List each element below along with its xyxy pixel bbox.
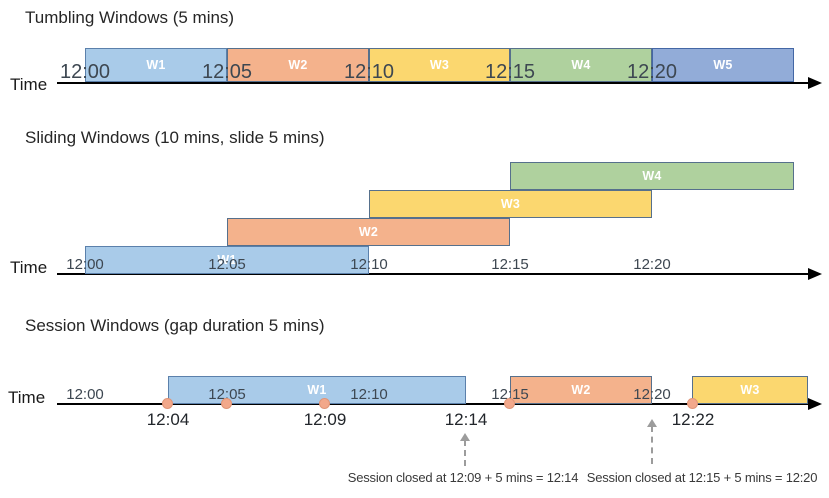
window-box-sliding-w4: W4 — [510, 162, 794, 190]
arrow-up-head — [460, 433, 470, 441]
window-label: W4 — [571, 58, 591, 72]
time-axis-label: Time — [10, 75, 48, 94]
time-axis — [57, 403, 808, 405]
event-dot — [319, 398, 330, 409]
window-label: W4 — [642, 169, 662, 183]
section-title: Tumbling Windows (5 mins) — [25, 8, 235, 27]
time-axis-label: Time — [10, 258, 48, 277]
window-box-sliding-w2: W2 — [227, 218, 510, 246]
window-label: W3 — [429, 58, 450, 72]
window-box-sliding-w1: W1 — [85, 246, 369, 274]
tick-label: 12:00 — [66, 256, 104, 273]
annotation-text: Session closed at 12:15 + 5 mins = 12:20 — [586, 470, 818, 485]
window-label: W1 — [217, 253, 237, 267]
tick-label: 12:00 — [59, 61, 111, 83]
window-label: W2 — [288, 58, 308, 72]
window-box-tumbling-w1: W1 — [85, 48, 227, 82]
window-label: W5 — [713, 58, 733, 72]
tick-label: 12:15 — [491, 256, 529, 273]
event-time-label: 12:04 — [146, 410, 190, 429]
annotation-text: Session closed at 12:09 + 5 mins = 12:14 — [347, 470, 579, 485]
event-time-label: 12:22 — [671, 410, 715, 429]
window-box-tumbling-w4: W4 — [510, 48, 652, 82]
window-box-tumbling-w2: W2 — [227, 48, 369, 82]
window-box-tumbling-w3: W3 — [369, 48, 510, 82]
window-box-session-w2: W2 — [510, 376, 652, 404]
tick-label: 12:20 — [626, 61, 678, 83]
tick-label: 12:05 — [208, 386, 246, 403]
tick-label: 12:05 — [201, 61, 253, 83]
event-time-label: 12:14 — [444, 410, 488, 429]
time-axis-label: Time — [8, 388, 46, 407]
tick-label: 12:00 — [66, 386, 104, 403]
window-label: W1 — [307, 383, 327, 397]
time-axis — [57, 82, 808, 84]
tick-label: 12:20 — [633, 256, 671, 273]
axis-arrow-head — [808, 398, 822, 410]
event-time-label: 12:09 — [303, 410, 347, 429]
tick-label: 12:15 — [484, 61, 536, 83]
arrow-up-head — [647, 419, 657, 427]
axis-arrow-head — [808, 268, 822, 280]
window-label: W3 — [500, 197, 521, 211]
tick-label: 12:10 — [350, 386, 388, 403]
tick-label: 12:20 — [633, 386, 671, 403]
window-label: W2 — [571, 383, 591, 397]
event-dot — [687, 398, 698, 409]
window-box-tumbling-w5: W5 — [652, 48, 794, 82]
section-title: Sliding Windows (10 mins, slide 5 mins) — [25, 128, 325, 147]
dashed-arrow — [460, 433, 470, 466]
section-title: Session Windows (gap duration 5 mins) — [25, 316, 325, 335]
window-box-sliding-w3: W3 — [369, 190, 652, 218]
tick-label: 12:10 — [343, 61, 395, 83]
tick-label: 12:10 — [350, 256, 388, 273]
window-label: W3 — [740, 383, 760, 397]
dashed-arrow — [647, 419, 657, 464]
window-box-session-w3: W3 — [692, 376, 808, 404]
time-axis — [57, 273, 808, 275]
event-dot — [221, 398, 232, 409]
event-dot — [162, 398, 173, 409]
event-dot — [504, 398, 515, 409]
window-label: W2 — [358, 225, 379, 239]
window-label: W1 — [146, 58, 166, 72]
axis-arrow-head — [808, 77, 822, 89]
tick-label: 12:15 — [491, 386, 529, 403]
window-box-session-w1: W1 — [168, 376, 466, 404]
tick-label: 12:05 — [208, 256, 246, 273]
